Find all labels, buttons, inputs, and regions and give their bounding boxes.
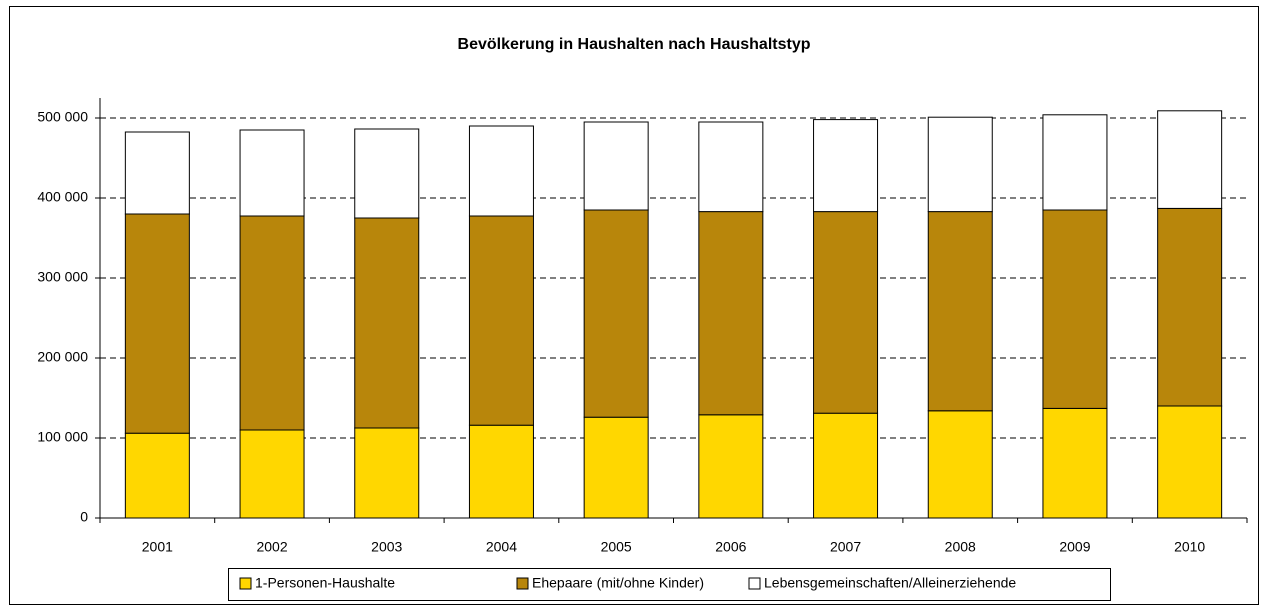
x-tick-label: 2007	[830, 539, 861, 555]
y-tick-label: 200 000	[37, 349, 88, 365]
legend-swatch	[239, 577, 252, 590]
legend-label: Lebensgemeinschaften/Alleinerziehende	[764, 575, 1016, 591]
bar-segment	[468, 125, 534, 217]
bar-segment	[698, 414, 764, 519]
bar-segment	[239, 215, 305, 431]
bar-segment	[813, 412, 879, 519]
bar-segment	[927, 410, 993, 519]
bar-segment	[1157, 405, 1223, 519]
bar-segment	[124, 213, 190, 434]
bar-segment	[698, 121, 764, 213]
x-tick-label: 2005	[601, 539, 632, 555]
bar-segment	[813, 119, 879, 213]
legend-swatch	[516, 577, 529, 590]
x-tick-label: 2002	[256, 539, 287, 555]
bar-segment	[468, 215, 534, 426]
bar-segment	[1042, 114, 1108, 211]
x-tick-label: 2009	[1059, 539, 1090, 555]
bar-segment	[1157, 207, 1223, 407]
x-tick-label: 2003	[371, 539, 402, 555]
bar-segment	[927, 116, 993, 213]
y-tick-label: 500 000	[37, 109, 88, 125]
bar-segment	[1157, 110, 1223, 209]
x-tick-label: 2006	[715, 539, 746, 555]
bar-segment	[124, 131, 190, 215]
bar-segment	[354, 217, 420, 429]
x-tick-label: 2001	[142, 539, 173, 555]
x-tick-label: 2010	[1174, 539, 1205, 555]
legend-box	[228, 568, 1111, 601]
bar-segment	[583, 209, 649, 418]
bar-segment	[583, 121, 649, 211]
bar-segment	[239, 129, 305, 217]
bar-segment	[354, 128, 420, 219]
chart-title: Bevölkerung in Haushalten nach Haushalts…	[458, 36, 811, 53]
bar-segment	[354, 427, 420, 519]
bar-segment	[927, 211, 993, 412]
bar-segment	[583, 416, 649, 519]
y-tick-label: 300 000	[37, 269, 88, 285]
x-tick-label: 2008	[945, 539, 976, 555]
legend-label: Ehepaare (mit/ohne Kinder)	[532, 575, 704, 591]
bar-segment	[124, 432, 190, 519]
bar-segment	[1042, 407, 1108, 519]
y-tick-label: 400 000	[37, 189, 88, 205]
y-tick-label: 0	[80, 509, 88, 525]
legend-label: 1-Personen-Haushalte	[255, 575, 395, 591]
bar-segment	[698, 211, 764, 416]
y-tick-label: 100 000	[37, 429, 88, 445]
x-tick-label: 2004	[486, 539, 517, 555]
bar-segment	[813, 211, 879, 414]
legend-swatch	[748, 577, 761, 590]
bar-segment	[468, 424, 534, 519]
bar-segment	[239, 429, 305, 519]
bar-segment	[1042, 209, 1108, 409]
